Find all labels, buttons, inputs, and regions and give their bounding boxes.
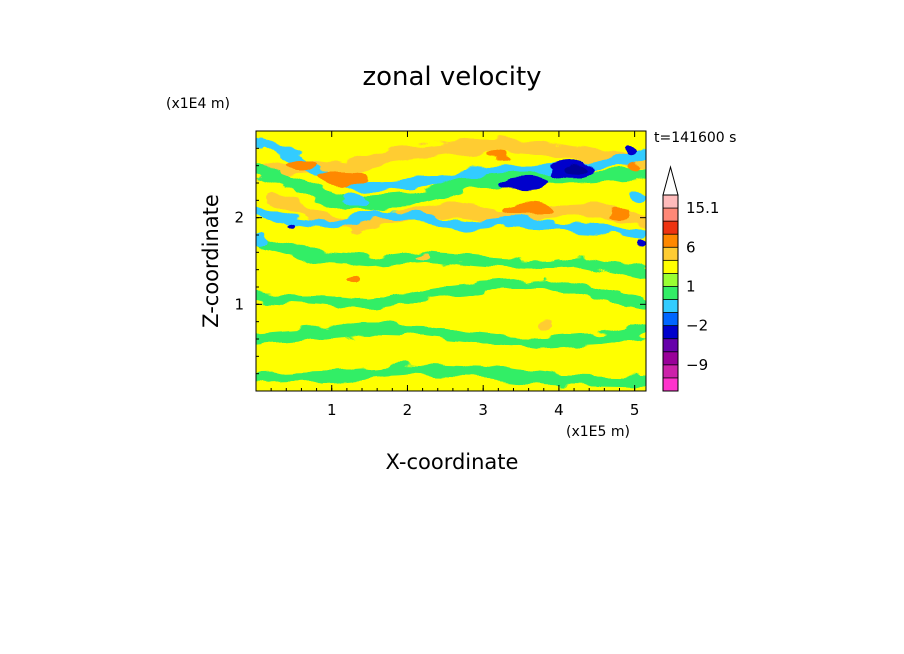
plot-area (255, 130, 647, 392)
colorbar-extend-arrow (662, 165, 679, 196)
field-blob (567, 164, 589, 174)
field-band (256, 234, 646, 280)
field-blob (318, 169, 368, 188)
colorbar-label: 6 (686, 238, 696, 256)
colorbar-segment (663, 221, 678, 235)
field-blob (502, 202, 556, 216)
field-band (256, 204, 646, 240)
y-axis-label: Z-coordinate (199, 194, 223, 328)
colorbar-segment (663, 338, 678, 352)
time-label: t=141600 s (654, 130, 736, 146)
x-tick-label: 1 (327, 401, 337, 419)
y-axis: 12 (234, 147, 646, 375)
field-blob (630, 191, 646, 201)
velocity-field (256, 131, 646, 388)
x-tick-label: 2 (403, 401, 413, 419)
field-blob (256, 233, 268, 246)
field-band (256, 277, 646, 310)
field-blob (502, 176, 548, 190)
colorbar-segment (663, 273, 678, 287)
y-tick-label: 2 (234, 209, 244, 227)
field-band (256, 163, 646, 211)
x-axis-unit: (x1E5 m) (566, 424, 630, 440)
field-blob (348, 274, 361, 283)
colorbar-segment (663, 234, 678, 248)
field-blob (256, 137, 266, 151)
colorbar: 15.1 6 1 −2 −9 (662, 165, 719, 392)
x-tick-label: 4 (554, 401, 564, 419)
colorbar-segment (663, 247, 678, 261)
y-axis-unit: (x1E4 m) (166, 96, 230, 112)
field-band (256, 364, 646, 388)
x-axis-label: X-coordinate (386, 450, 519, 474)
colorbar-segment (663, 325, 678, 339)
colorbar-label: 15.1 (686, 199, 719, 217)
colorbar-label: −2 (686, 317, 708, 335)
x-tick-label: 5 (630, 401, 640, 419)
colorbar-segment (663, 299, 678, 313)
colorbar-segment (663, 286, 678, 300)
colorbar-segment (663, 351, 678, 365)
x-tick-label: 3 (478, 401, 488, 419)
colorbar-segment (663, 208, 678, 222)
y-tick-label: 1 (234, 295, 244, 313)
plot-frame (255, 130, 647, 392)
field-blob (343, 195, 366, 206)
field-blob (624, 145, 637, 155)
field-blob (415, 253, 431, 261)
field-blob (286, 157, 317, 171)
field-blob (538, 320, 557, 332)
colorbar-segment (663, 377, 678, 391)
field-blob (608, 208, 631, 219)
colorbar-segment (663, 312, 678, 326)
field-blob (452, 169, 484, 180)
field-band (265, 189, 646, 233)
colorbar-segment (663, 195, 678, 209)
field-band (256, 322, 646, 349)
colorbar-segment (663, 260, 678, 274)
field-blob (487, 150, 509, 160)
colorbar-segment (663, 364, 678, 378)
colorbar-label: −9 (686, 356, 708, 374)
chart-title: zonal velocity (362, 62, 541, 92)
field-blob (638, 240, 646, 248)
x-axis: 1 2 3 4 5 (270, 131, 640, 419)
field-band (258, 136, 646, 193)
colorbar-label: 1 (686, 277, 696, 295)
field-blob (287, 223, 294, 229)
field-blob (627, 161, 643, 170)
